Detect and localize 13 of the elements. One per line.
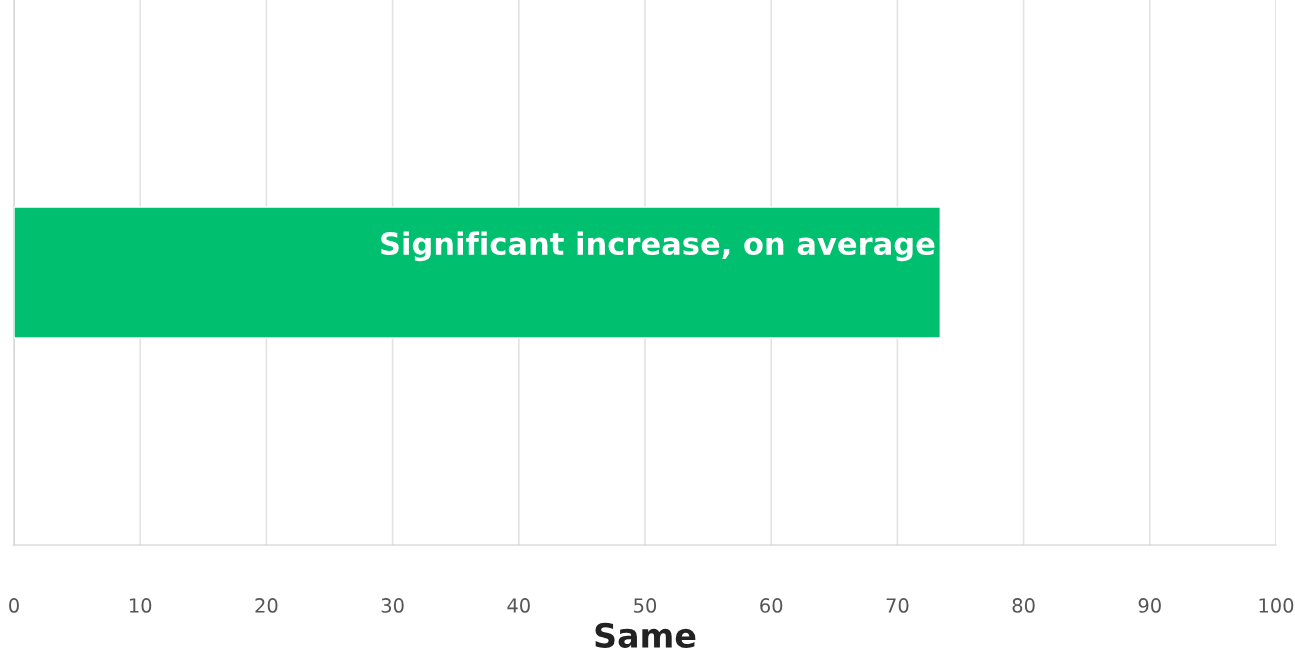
x-tick-label: 40 xyxy=(507,598,530,613)
x-tick-label: 0 xyxy=(9,598,19,613)
x-tick-label: 20 xyxy=(255,598,278,613)
x-tick-label: 50 xyxy=(634,598,657,613)
data-label: Significant increase, on average xyxy=(381,231,935,262)
x-tick-label: 10 xyxy=(129,598,152,613)
x-tick-label: 100 xyxy=(1259,598,1294,613)
x-tick-label: 80 xyxy=(1012,598,1035,613)
x-tick-label: 60 xyxy=(760,598,783,613)
x-tick-label: 90 xyxy=(1138,598,1161,613)
x-tick-label: 30 xyxy=(381,598,404,613)
x-axis-title: Same xyxy=(595,622,696,648)
x-tick-label: 70 xyxy=(886,598,909,613)
